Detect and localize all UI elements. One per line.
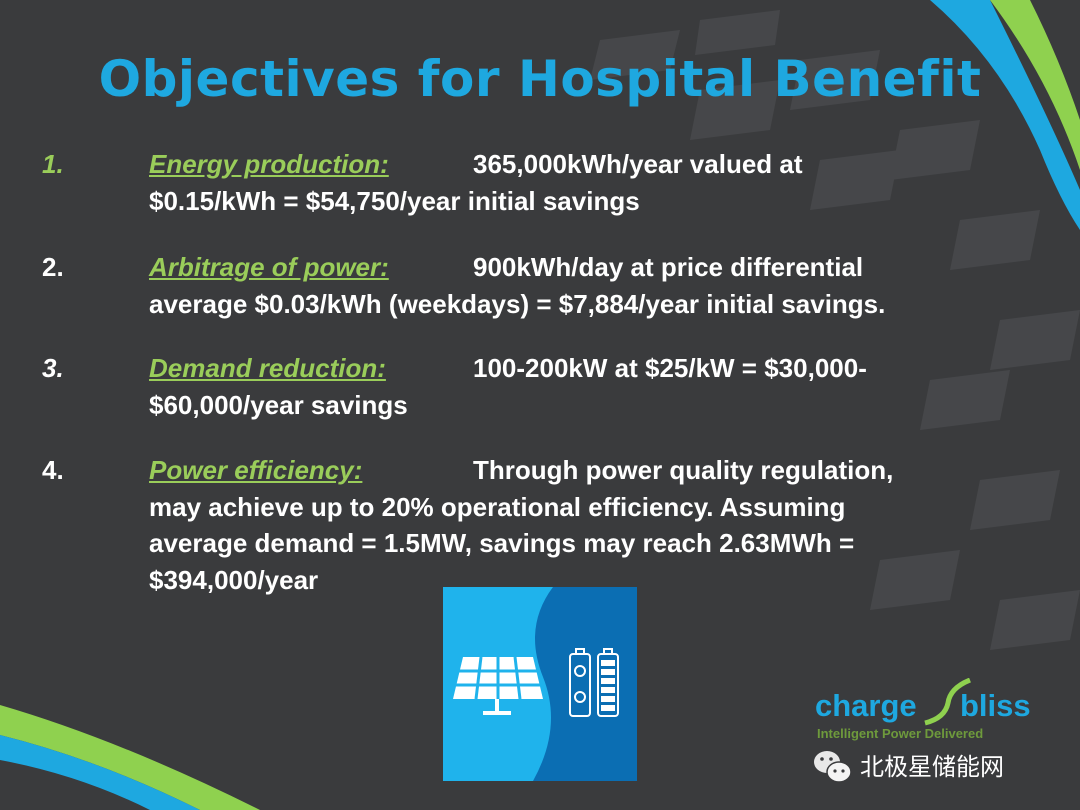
item-label: Power efficiency: (149, 455, 363, 485)
item-text: $0.15/kWh = $54,750/year initial savings (149, 185, 640, 216)
wechat-icon (814, 751, 852, 783)
item-text: $394,000/year (149, 564, 319, 595)
item-number: 3. (42, 353, 64, 383)
solar-battery-graphic (443, 587, 637, 781)
logo-brand-left: charge (815, 688, 917, 723)
slide-title: Objectives for Hospital Benefit (98, 50, 982, 108)
item-label: Arbitrage of power: (149, 252, 389, 282)
item-text: Through power quality regulation, (473, 455, 894, 485)
item-text: average $0.03/kWh (weekdays) = $7,884/ye… (149, 288, 886, 319)
item-label: Demand reduction: (149, 353, 386, 383)
battery-icon (569, 648, 619, 717)
item-text: average demand = 1.5MW, savings may reac… (149, 528, 855, 558)
item-number: 2. (42, 252, 64, 282)
item-text: 100-200kW at $25/kW = $30,000- (473, 353, 867, 383)
logo-brand-right: bliss (960, 688, 1031, 723)
item-text: 900kWh/day at price differential (473, 252, 864, 282)
watermark-text: 北极星储能网 (860, 753, 1004, 781)
item-text: 365,000kWh/year valued at (473, 149, 803, 179)
item-number: 4. (42, 455, 64, 485)
item-number: 1. (42, 149, 64, 179)
charge-bliss-logo: charge bliss Intelligent Power Delivered (815, 678, 1045, 748)
item-label: Energy production: (149, 149, 389, 179)
item-text: $60,000/year savings (149, 389, 408, 420)
logo-tagline: Intelligent Power Delivered (817, 726, 984, 741)
item-text: may achieve up to 20% operational effici… (149, 491, 846, 522)
